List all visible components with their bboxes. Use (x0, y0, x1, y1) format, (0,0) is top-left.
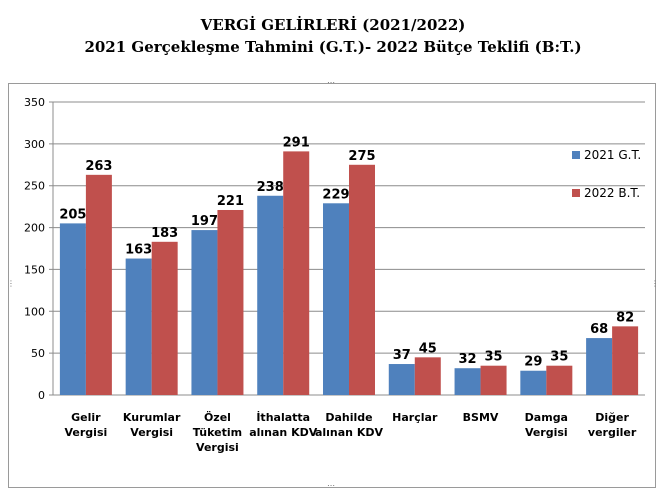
data-label: 45 (419, 341, 437, 356)
x-tick-label: Diğer vergiler (588, 411, 637, 439)
legend-label: 2022 B.T. (584, 186, 640, 200)
resize-handle-top[interactable]: ⋯ (327, 78, 335, 87)
chart-title: VERGİ GELİRLERİ (2021/2022) (200, 16, 466, 34)
bar (546, 365, 573, 395)
bar (125, 258, 152, 395)
data-label: 163 (125, 243, 152, 258)
x-tick-label: Gelir Vergisi (65, 411, 108, 439)
chart-subtitle: 2021 Gerçekleşme Tahmini (G.T.)- 2022 Bü… (84, 38, 582, 56)
bar (454, 368, 481, 395)
bar (191, 230, 218, 395)
data-label: 221 (217, 194, 244, 209)
bar (480, 365, 507, 395)
x-tick-label: Özel Tüketim Vergisi (193, 410, 242, 454)
bar (586, 338, 613, 395)
y-tick-label: 300 (24, 138, 45, 151)
y-tick-label: 250 (24, 180, 45, 193)
x-tick-label: Kurumlar Vergisi (123, 411, 181, 439)
y-tick-label: 350 (24, 96, 45, 109)
data-label: 35 (485, 350, 503, 365)
data-label: 68 (590, 322, 608, 337)
x-tick-label: İthalatta alınan KDV (249, 410, 318, 439)
bar (349, 164, 375, 395)
data-label: 82 (616, 310, 634, 325)
data-label: 229 (322, 187, 349, 202)
bar (85, 174, 112, 395)
resize-handle-bottom[interactable]: ⋯ (327, 481, 335, 490)
data-label: 238 (257, 180, 284, 195)
data-label: 205 (59, 207, 86, 222)
data-label: 32 (459, 352, 477, 367)
x-tick-label: Damga Vergisi (525, 411, 568, 439)
data-label: 275 (348, 149, 375, 164)
resize-handle-right[interactable]: ⋮ (651, 279, 659, 288)
y-tick-label: 0 (38, 389, 45, 402)
data-label: 35 (550, 350, 568, 365)
data-label: 29 (524, 355, 542, 370)
y-tick-label: 100 (24, 305, 45, 318)
bar (217, 209, 244, 395)
legend-swatch (572, 189, 580, 197)
bar (612, 326, 639, 395)
data-label: 183 (151, 226, 178, 241)
data-label: 291 (283, 135, 310, 150)
x-tick-label: Harçlar (392, 411, 438, 424)
bar (257, 195, 284, 395)
data-label: 197 (191, 214, 218, 229)
resize-handle-left[interactable]: ⋮ (7, 279, 15, 288)
y-tick-label: 50 (31, 347, 45, 360)
legend-swatch (572, 151, 580, 159)
data-label: 37 (393, 348, 411, 363)
bar (59, 223, 86, 395)
x-tick-label: Dahilde alınan KDV (315, 411, 384, 439)
bar (283, 151, 310, 395)
bar (151, 241, 178, 395)
chart-frame[interactable]: ⋯ ⋯ ⋮ ⋮ 0 50 100 150 200 250 300 350 205 163 197 23… (7, 79, 659, 490)
bar (388, 364, 415, 395)
bar (323, 203, 349, 395)
y-tick-label: 200 (24, 222, 45, 235)
y-tick-label: 150 (24, 263, 45, 276)
bar (414, 357, 441, 395)
bar (520, 370, 547, 395)
data-label: 263 (85, 159, 112, 174)
legend-label: 2021 G.T. (584, 148, 641, 162)
x-tick-label: BSMV (463, 411, 499, 424)
bar-chart: 0 50 100 150 200 250 300 350 205 163 197 238 229 37 32… (24, 96, 645, 454)
